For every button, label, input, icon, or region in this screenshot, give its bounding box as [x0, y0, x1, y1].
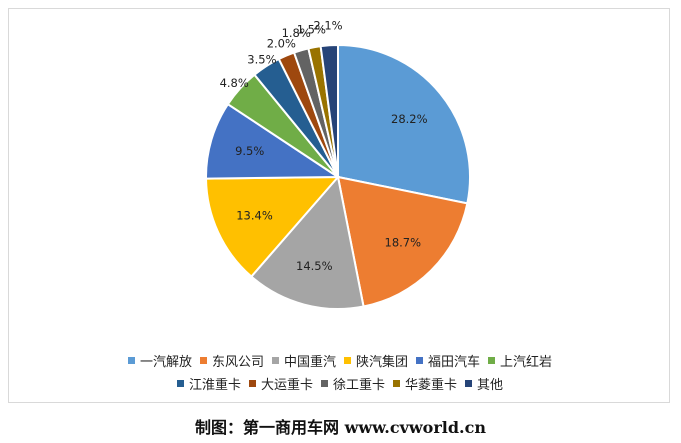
caption: 制图：第一商用车网 www.cvworld.cn — [195, 418, 486, 437]
legend-label-11: 其他 — [477, 378, 504, 393]
data-label-1: 28.2% — [391, 112, 428, 126]
legend-label-2: 东风公司 — [211, 355, 264, 370]
legend-label-4: 陕汽集团 — [356, 355, 409, 370]
legend-swatch-11 — [465, 380, 473, 387]
legend-swatch-3 — [271, 357, 279, 364]
legend-swatch-2 — [199, 357, 207, 364]
legend-swatch-7 — [176, 380, 184, 387]
data-label-4: 13.4% — [236, 209, 273, 223]
legend-item-1: 一汽解放 — [127, 351, 192, 370]
pie-chart: 28.2% 18.7% 14.5% 13.4% 9.5% 4.8% 3.5% 2.0%1.8%… — [204, 18, 471, 310]
legend-item-9: 徐工重卡 — [320, 374, 385, 393]
chart-frame: 28.2% 18.7% 14.5% 13.4% 9.5% 4.8% 3.5% 2.0% 1.8%… — [8, 8, 670, 403]
data-label-7: 3.5% — [247, 53, 276, 67]
pie-slice-1 — [337, 43, 471, 205]
data-label-3: 14.5% — [296, 259, 333, 273]
data-label-6: 4.8% — [220, 76, 249, 90]
data-label-5: 9.5% — [235, 144, 264, 158]
legend-label-9: 徐工重卡 — [332, 378, 385, 393]
pie-slice-2 — [336, 175, 469, 308]
legend-item-5: 福田汽车 — [416, 351, 480, 370]
legend-swatch-8 — [248, 380, 256, 387]
legend-item-4: 陕汽集团 — [344, 351, 408, 370]
pie-slice-3 — [249, 174, 365, 310]
legend-swatch-9 — [320, 380, 328, 387]
legend-swatch-5 — [416, 357, 424, 364]
legend-label-10: 华菱重卡 — [405, 378, 458, 393]
legend-item-10: 华菱重卡 — [393, 374, 457, 393]
legend-row-1: 一汽解放 东风公司 中国重汽 陕汽集团 福田汽车 上汽红岩 — [9, 351, 671, 370]
pie-slice-4 — [204, 175, 341, 278]
legend-item-7: 江淮重卡 — [176, 374, 241, 393]
data-label-8: 2.0% — [267, 37, 296, 51]
legend-swatch-4 — [344, 357, 351, 364]
pie-slice-11 — [319, 43, 339, 178]
legend-item-2: 东风公司 — [199, 351, 264, 370]
data-label-2: 18.7% — [385, 235, 422, 249]
legend-label-1: 一汽解放 — [139, 355, 192, 370]
legend-swatch-1 — [127, 357, 135, 364]
legend-item-3: 中国重汽 — [271, 351, 336, 370]
legend-label-8: 大运重卡 — [260, 378, 313, 393]
legend-swatch-6 — [488, 357, 496, 364]
legend-item-6: 上汽红岩 — [488, 351, 552, 370]
pie-slice-5 — [205, 102, 342, 180]
legend-label-5: 福田汽车 — [428, 355, 481, 370]
data-label-9: 1.8% — [282, 26, 311, 40]
data-label-10: 1.5% — [297, 22, 326, 36]
legend-item-11: 其他 — [465, 374, 503, 393]
legend-label-6: 上汽红岩 — [500, 355, 553, 370]
legend-label-3: 中国重汽 — [283, 355, 336, 370]
legend-label-7: 江淮重卡 — [188, 378, 241, 393]
legend-row-2: 江淮重卡 大运重卡 徐工重卡 华菱重卡 其他 — [9, 374, 671, 393]
legend-swatch-10 — [393, 380, 400, 387]
legend-item-8: 大运重卡 — [248, 374, 313, 393]
data-label-11: 2.1% — [313, 18, 342, 32]
